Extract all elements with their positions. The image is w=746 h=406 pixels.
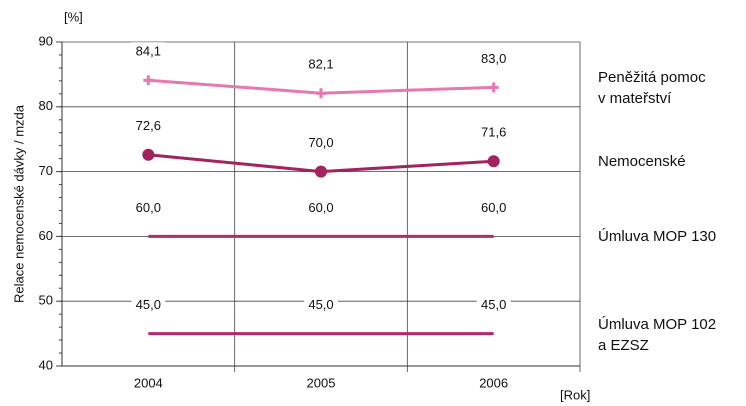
data-label: 84,1 [136,44,161,59]
marker [143,75,154,86]
y-tick-label: 90 [39,33,53,48]
label-bg [476,295,511,316]
y-tick-label: 70 [39,163,53,178]
marker [316,88,326,99]
data-label: 60,0 [136,200,161,215]
data-label: 60,0 [308,200,333,215]
legend-entry: Peněžitá pomoc v mateřství [598,69,706,108]
legend-entry: Úmluva MOP 102 a EZSZ [598,315,717,354]
data-label: 82,1 [308,57,333,72]
marker [315,165,327,178]
label-bg [304,133,338,154]
label-bg [131,198,166,219]
x-tick-label: 2006 [479,375,508,390]
y-tick-label: 50 [39,293,53,308]
label-bg [304,55,338,76]
label-bg [131,42,166,63]
y-axis-label: Relace nemocenské dávky / mzda [11,104,26,303]
label-bg [476,123,511,144]
data-label: 71,6 [481,125,506,140]
legend-entry: Úmluva MOP 130 [598,228,717,246]
data-label: 70,0 [308,135,333,150]
x-tick-label: 2005 [307,375,336,390]
y-tick-label: 80 [39,98,53,113]
data-label: 83,0 [481,51,506,66]
label-bg [131,116,166,137]
legend-entry: Nemocenské [598,153,686,171]
data-label: 45,0 [481,297,506,312]
y-tick-label: 60 [39,228,53,243]
y-unit: [%] [64,9,83,24]
marker [487,155,500,168]
label-bg [304,295,338,316]
data-label: 60,0 [481,200,506,215]
label-bg [131,295,166,316]
data-label: 45,0 [136,297,161,312]
marker [142,148,155,161]
y-tick-label: 40 [39,357,53,372]
label-bg [476,198,511,219]
x-tick-label: 2004 [134,375,163,390]
data-label: 45,0 [308,297,333,312]
label-bg [304,198,338,219]
axes [61,42,580,367]
marker [488,82,499,93]
label-bg [476,49,511,70]
x-unit: [Rok] [560,387,590,402]
data-label: 72,6 [136,118,161,133]
